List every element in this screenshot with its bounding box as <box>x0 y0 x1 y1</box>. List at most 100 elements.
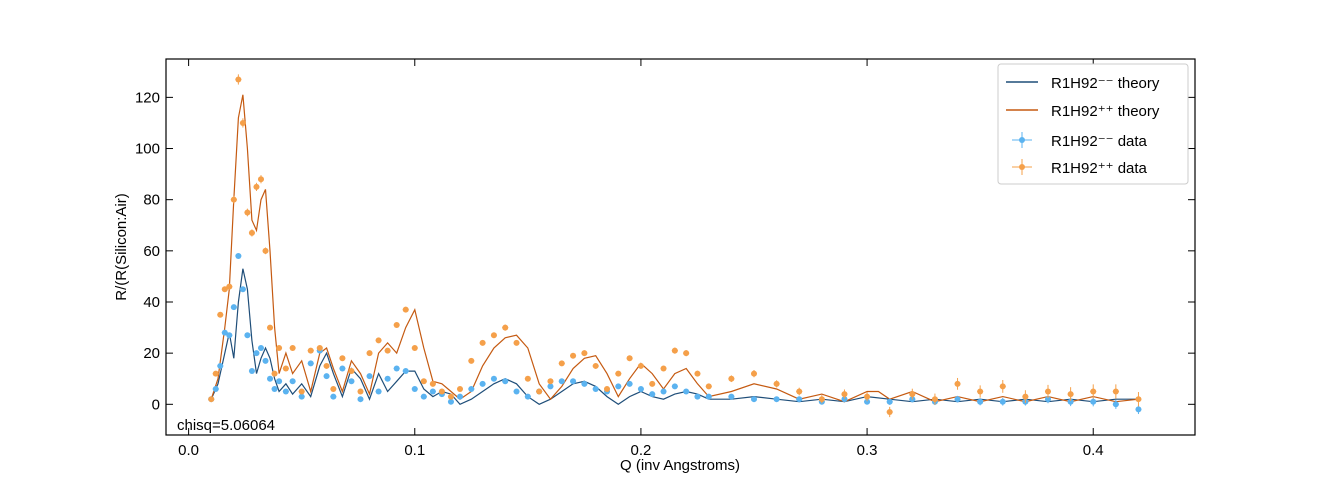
data-point <box>615 383 622 390</box>
data-point <box>384 375 391 382</box>
data-point <box>357 388 364 395</box>
data-point <box>262 247 269 254</box>
data-point <box>221 329 228 336</box>
data-point <box>384 347 391 354</box>
data-point <box>581 380 588 387</box>
data-point <box>323 362 330 369</box>
y-axis-label: R/(R(Silicon:Air) <box>113 193 130 301</box>
data-point <box>841 391 848 398</box>
data-point <box>683 350 690 357</box>
data-point <box>773 380 780 387</box>
data-point <box>298 388 305 395</box>
data-point <box>402 368 409 375</box>
data-point <box>570 352 577 359</box>
data-point <box>660 388 667 395</box>
data-point <box>262 357 269 364</box>
data-point <box>570 378 577 385</box>
data-point <box>253 183 260 190</box>
data-point <box>728 375 735 382</box>
y-tick-label: 100 <box>135 141 160 158</box>
data-point <box>649 391 656 398</box>
data-point <box>547 378 554 385</box>
data-point <box>524 393 531 400</box>
data-point <box>1135 406 1142 413</box>
y-tick-label: 40 <box>143 294 160 311</box>
data-point <box>649 380 656 387</box>
data-point <box>420 378 427 385</box>
series-layer <box>208 74 1142 418</box>
data-point <box>244 332 251 339</box>
data-point <box>502 324 509 331</box>
data-point <box>248 368 255 375</box>
data-point <box>239 119 246 126</box>
data-point <box>339 365 346 372</box>
y-tick-label: 120 <box>135 89 160 106</box>
data-point <box>581 350 588 357</box>
data-point <box>502 378 509 385</box>
data-point <box>977 388 984 395</box>
data-point <box>705 393 712 400</box>
data-point <box>411 345 418 352</box>
data-point <box>298 393 305 400</box>
data-point <box>316 345 323 352</box>
data-point <box>289 378 296 385</box>
data-point <box>257 345 264 352</box>
data-point <box>751 370 757 377</box>
data-point <box>323 373 330 380</box>
data-point <box>592 385 599 392</box>
data-point <box>604 385 610 392</box>
data-point <box>420 393 427 400</box>
plot-frame <box>165 58 1196 436</box>
data-point <box>637 362 644 369</box>
data-point <box>244 209 251 216</box>
data-point <box>773 396 780 403</box>
data-point <box>615 370 622 377</box>
data-point <box>513 339 520 346</box>
axis-ticks: 0.0 0.1 0.2 0.3 0.4 0 20 40 60 80 100 120 <box>135 59 1195 459</box>
data-point <box>276 378 283 385</box>
data-point <box>886 398 893 405</box>
data-point <box>1090 398 1097 405</box>
data-point <box>637 385 644 392</box>
data-point <box>547 383 554 390</box>
x-tick-label: 0.2 <box>630 442 651 459</box>
data-point <box>348 378 355 385</box>
legend: R1H92⁻⁻ theory R1H92⁺⁺ theory R1H92⁻⁻ data… <box>997 63 1189 185</box>
data-point <box>796 388 803 395</box>
data-point <box>221 286 228 293</box>
data-point <box>1112 401 1119 408</box>
data-point <box>999 398 1006 405</box>
data-point <box>524 375 531 382</box>
data-point <box>429 380 436 387</box>
data-point <box>1045 388 1051 395</box>
data-point <box>626 355 633 362</box>
data-point <box>330 385 337 392</box>
data-point <box>1067 391 1074 398</box>
data-point <box>438 388 445 395</box>
data-point <box>954 380 961 387</box>
data-point <box>1112 388 1119 395</box>
data-point <box>468 357 475 364</box>
data-point <box>208 396 215 403</box>
data-point <box>257 176 264 183</box>
data-point <box>366 350 373 357</box>
data-point <box>977 398 984 405</box>
data-point <box>1067 398 1074 405</box>
series-errorbar-group <box>208 74 1142 418</box>
data-point <box>818 396 825 403</box>
legend-label: R1H92⁺⁺ theory <box>1051 103 1160 120</box>
data-point <box>931 396 938 403</box>
data-point <box>282 365 289 372</box>
data-point <box>751 396 757 403</box>
data-point <box>999 383 1006 390</box>
data-point <box>671 383 678 390</box>
data-point <box>1135 396 1142 403</box>
y-tick-label: 0 <box>152 396 160 413</box>
data-point <box>536 388 543 395</box>
data-point <box>226 332 233 339</box>
data-point <box>217 311 224 318</box>
legend-label: R1H92⁻⁻ data <box>1051 133 1148 150</box>
legend-box <box>997 63 1189 185</box>
legend-label: R1H92⁺⁺ data <box>1051 160 1148 177</box>
